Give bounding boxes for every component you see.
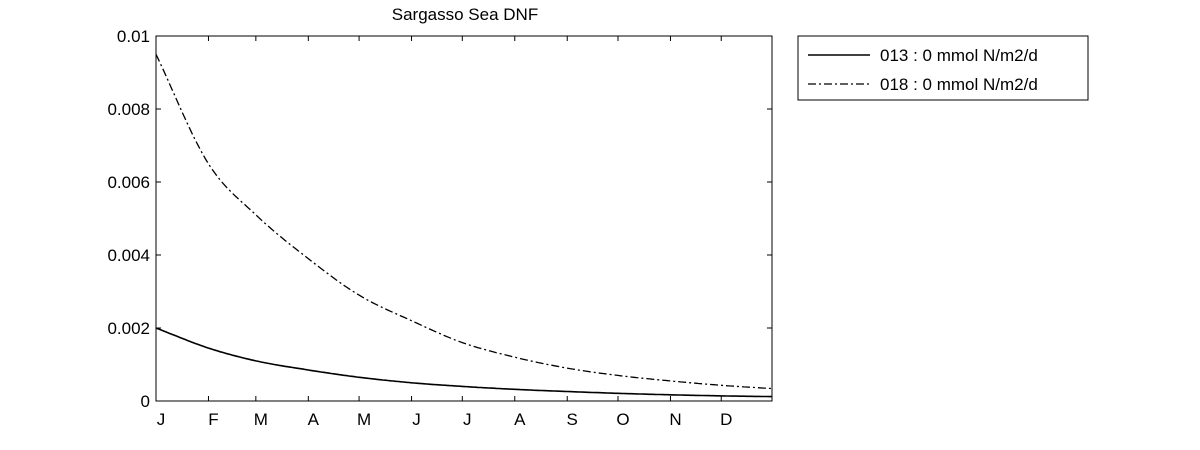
x-tick-label: D (720, 410, 732, 429)
legend-label-series-2: 018 : 0 mmol N/m2/d (880, 75, 1038, 94)
y-tick-label: 0.002 (107, 319, 150, 338)
x-tick-label: J (157, 410, 166, 429)
series-line-2 (155, 54, 773, 390)
y-tick-label: 0.006 (107, 173, 150, 192)
x-tick-label: S (567, 410, 578, 429)
x-tick-label: M (254, 410, 268, 429)
ticks-layer: 0 0.002 0.004 0.006 0.008 0.01 J F M A M J J A S O N D (107, 27, 772, 429)
y-tick-label: 0.004 (107, 246, 150, 265)
x-tick-label: A (514, 410, 526, 429)
x-tick-label: N (669, 410, 681, 429)
legend: 013 : 0 mmol N/m2/d 018 : 0 mmol N/m2/d (797, 35, 1089, 101)
series-layer (155, 54, 773, 398)
legend-label-series-1: 013 : 0 mmol N/m2/d (880, 46, 1038, 65)
x-tick-label: F (208, 410, 218, 429)
legend-box (797, 35, 1089, 101)
x-tick-label: A (308, 410, 320, 429)
y-tick-label: 0.01 (117, 27, 150, 46)
chart-title: Sargasso Sea DNF (392, 5, 538, 24)
y-tick-label: 0.008 (107, 100, 150, 119)
plot-area (155, 35, 773, 402)
y-tick-label: 0 (141, 392, 150, 411)
x-tick-label: O (616, 410, 629, 429)
series-line-1 (155, 327, 772, 398)
x-tick-label: J (412, 410, 421, 429)
x-tick-label: J (463, 410, 472, 429)
x-tick-label: M (357, 410, 371, 429)
